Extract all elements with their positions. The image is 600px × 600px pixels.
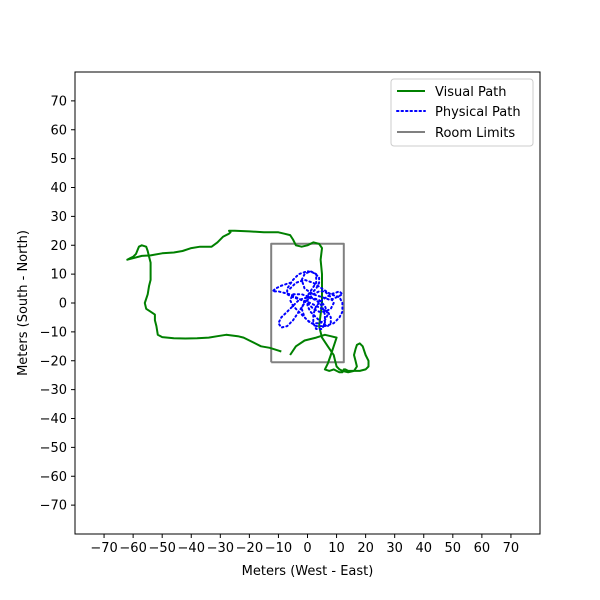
x-axis-label: Meters (West - East): [242, 564, 374, 579]
series-layer: [126, 229, 370, 374]
y-tick-label: 60: [50, 123, 67, 138]
series-line-visual-path: [126, 229, 370, 374]
y-tick-label: 30: [50, 210, 67, 225]
series-line-physical-path: [271, 270, 344, 330]
x-tick-label: 20: [357, 541, 374, 556]
x-tick-label: 70: [503, 541, 520, 556]
x-tick-label: 60: [474, 541, 491, 556]
x-axis-ticks: −70 −60 −50 −40 −30 −20 −10 0 10 20 30 40 50 60 70: [90, 534, 519, 556]
legend-label-physical-path: Physical Path: [435, 105, 521, 120]
y-axis-ticks: −70 −60 −50 −40 −30 −20 −10 0 10 20 30 40 50 60 70: [40, 94, 75, 514]
y-tick-label: −50: [40, 441, 67, 456]
y-tick-label: −30: [40, 383, 67, 398]
y-tick-label: 40: [50, 181, 67, 196]
y-tick-label: −60: [40, 470, 67, 485]
x-tick-label: 30: [386, 541, 403, 556]
y-tick-label: 0: [59, 297, 67, 312]
x-tick-label: 0: [303, 541, 311, 556]
y-tick-label: −40: [40, 412, 67, 427]
legend-box: [390, 78, 534, 147]
legend-label-room-limits: Room Limits: [435, 126, 515, 141]
legend-label-visual-path: Visual Path: [435, 85, 507, 100]
series-line-room-limits: [270, 242, 345, 364]
x-tick-label: 50: [445, 541, 462, 556]
x-tick-label: −10: [265, 541, 292, 556]
y-tick-label: 10: [50, 268, 67, 283]
y-tick-label: −20: [40, 354, 67, 369]
y-tick-label: −10: [40, 325, 67, 340]
y-tick-label: 20: [50, 239, 67, 254]
x-tick-label: −60: [119, 541, 146, 556]
y-tick-label: −70: [40, 499, 67, 514]
x-tick-label: 40: [415, 541, 432, 556]
x-tick-label: 10: [328, 541, 345, 556]
x-tick-label: −30: [207, 541, 234, 556]
legend: Visual Path Physical Path Room Limits: [390, 78, 534, 147]
y-tick-label: 50: [50, 152, 67, 167]
x-tick-label: −40: [178, 541, 205, 556]
x-tick-label: −50: [148, 541, 175, 556]
y-axis-label: Meters (South - North): [16, 230, 31, 376]
x-tick-label: −20: [236, 541, 263, 556]
x-tick-label: −70: [90, 541, 117, 556]
y-tick-label: 70: [50, 94, 67, 109]
